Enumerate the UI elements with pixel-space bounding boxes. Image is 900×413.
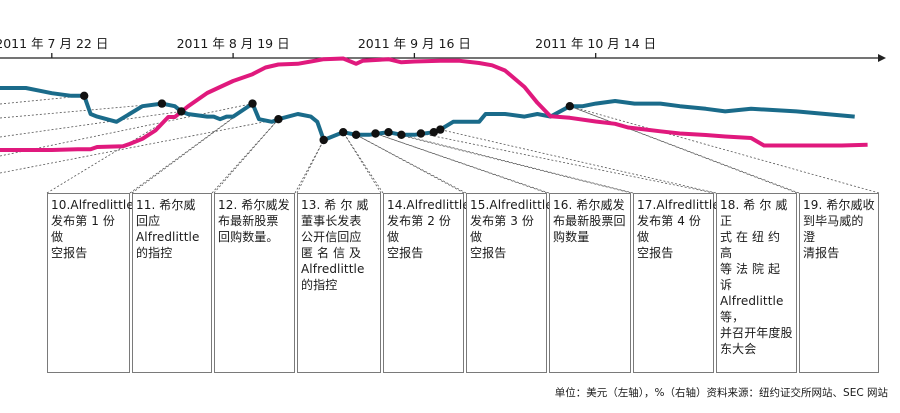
x-axis-arrow bbox=[878, 54, 886, 62]
event-marker bbox=[274, 115, 283, 124]
event-marker bbox=[351, 130, 361, 139]
leader-line bbox=[296, 139, 325, 194]
leader-line bbox=[569, 105, 880, 194]
annotation-box: 11. 希尔威 回应 Alfredlittle 的指控 bbox=[132, 193, 212, 373]
annotation-text: 15.Alfredlittle 发布第 3 份做 空报告 bbox=[470, 198, 553, 260]
x-tick-label: 2011 年 7 月 22 日 bbox=[0, 36, 108, 51]
series-line-blue bbox=[0, 86, 855, 142]
event-marker bbox=[565, 102, 574, 111]
x-tick-label: 2011 年 9 月 16 日 bbox=[358, 36, 471, 51]
leader-line bbox=[355, 134, 467, 194]
event-marker bbox=[248, 99, 257, 108]
annotation-text: 17.Alfredlittle 发布第 4 份做 空报告 bbox=[637, 198, 720, 260]
x-axis-ticks: 2011 年 7 月 22 日 2011 年 8 月 19 日 2011 年 9 月… bbox=[0, 36, 656, 58]
event-marker bbox=[384, 128, 393, 137]
event-marker bbox=[436, 125, 445, 134]
leader-line bbox=[211, 118, 279, 194]
annotation-text: 14.Alfredlittle 发布第 2 份做 空报告 bbox=[387, 198, 470, 260]
event-marker bbox=[177, 107, 186, 116]
annotation-text: 12. 希尔威发 布最新股票 回购数量。 bbox=[218, 198, 290, 244]
annotation-box: 19. 希尔威收 到毕马威的澄 清报告 bbox=[799, 193, 879, 373]
annotation-box: 18. 希 尔 威 正 式 在 纽 约 高 等 法 院 起 诉 Alfredli… bbox=[716, 193, 797, 373]
annotation-box: 10.Alfredlittle 发布第 1 份做 空报告 bbox=[47, 193, 134, 373]
leader-line bbox=[375, 133, 550, 194]
x-tick-label: 2011 年 8 月 19 日 bbox=[177, 36, 290, 51]
annotation-box: 17.Alfredlittle 发布第 4 份做 空报告 bbox=[633, 193, 720, 373]
event-marker bbox=[416, 129, 426, 138]
annotation-box: 12. 希尔威发 布最新股票 回购数量。 bbox=[214, 193, 295, 373]
series-line-pink bbox=[0, 56, 868, 152]
event-marker bbox=[80, 91, 89, 101]
annotation-text: 16. 希尔威发 布最新股票回 购数量 bbox=[553, 198, 626, 244]
event-marker bbox=[397, 130, 406, 139]
event-marker bbox=[157, 99, 167, 108]
source-footnote: 单位：美元（左轴），%（右轴）资料来源：纽约证交所网站、SEC 网站 bbox=[554, 387, 888, 399]
leader-line bbox=[0, 118, 279, 174]
leader-line bbox=[569, 105, 798, 194]
event-markers bbox=[80, 91, 574, 145]
event-marker bbox=[339, 128, 348, 137]
leader-line bbox=[213, 118, 279, 194]
annotation-text: 10.Alfredlittle 发布第 1 份做 空报告 bbox=[51, 198, 134, 260]
annotation-text: 13. 希 尔 威 董事长发表 公开信回应 匿 名 信 及 Alfredlitt… bbox=[301, 198, 369, 292]
leader-line bbox=[440, 129, 717, 194]
annotation-box: 13. 希 尔 威 董事长发表 公开信回应 匿 名 信 及 Alfredlitt… bbox=[297, 193, 381, 373]
leader-line bbox=[388, 131, 632, 194]
leader-lines bbox=[0, 95, 880, 194]
annotation-box: 16. 希尔威发 布最新股票回 购数量 bbox=[549, 193, 631, 373]
annotation-text: 18. 希 尔 威 正 式 在 纽 约 高 等 法 院 起 诉 Alfredli… bbox=[720, 198, 793, 356]
leader-line bbox=[129, 103, 253, 194]
leader-line bbox=[0, 103, 253, 157]
leader-line bbox=[0, 111, 182, 138]
leader-line bbox=[342, 131, 384, 194]
annotation-text: 19. 希尔威收 到毕马威的澄 清报告 bbox=[803, 198, 875, 260]
leader-line bbox=[294, 139, 325, 194]
leader-line bbox=[401, 134, 634, 194]
x-tick-label: 2011 年 10 月 14 日 bbox=[535, 36, 656, 51]
leader-line bbox=[569, 105, 800, 194]
event-marker bbox=[371, 129, 380, 138]
annotation-box: 15.Alfredlittle 发布第 3 份做 空报告 bbox=[466, 193, 553, 373]
event-marker bbox=[319, 135, 328, 145]
event-marker bbox=[429, 128, 438, 137]
leader-line bbox=[0, 103, 162, 119]
annotation-box: 14.Alfredlittle 发布第 2 份做 空报告 bbox=[383, 193, 470, 373]
leader-line bbox=[420, 133, 715, 194]
annotation-text: 11. 希尔威 回应 Alfredlittle 的指控 bbox=[136, 198, 200, 260]
leader-line bbox=[355, 134, 465, 194]
